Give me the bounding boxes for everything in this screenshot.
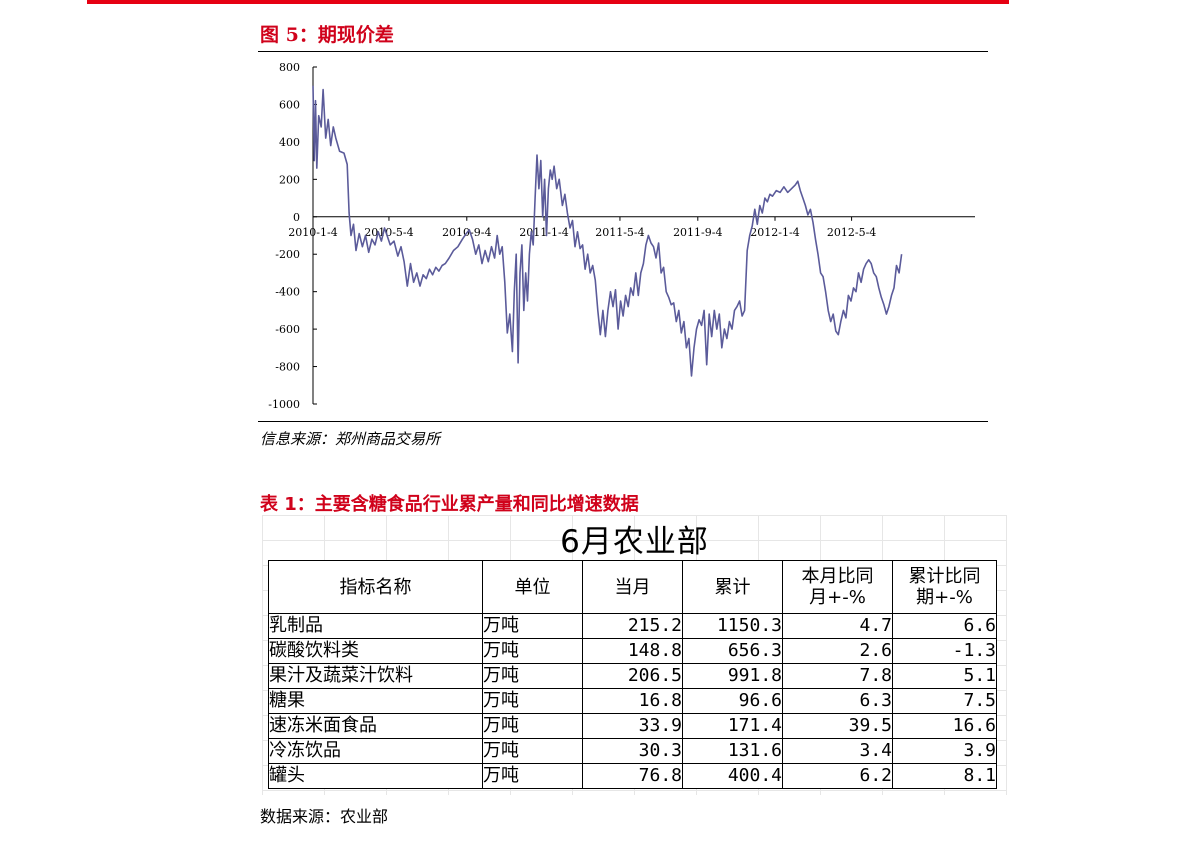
header-month: 当月 — [582, 560, 683, 614]
cell-unit: 万吨 — [482, 738, 583, 764]
cell-name: 冷冻饮品 — [268, 738, 483, 764]
cell-name: 乳制品 — [268, 613, 483, 639]
cell-month-yoy: 6.3 — [782, 688, 893, 714]
figure-bottom-rule — [258, 421, 988, 422]
x-tick-label: 2011-9-4 — [673, 226, 722, 239]
cell-cumulative-yoy: 6.6 — [892, 613, 997, 639]
cell-cumulative: 656.3 — [682, 638, 783, 664]
table-row: 速冻米面食品 万吨 33.9 171.4 39.5 16.6 — [268, 713, 997, 739]
cell-cumulative-yoy: 7.5 — [892, 688, 997, 714]
cell-cumulative: 96.6 — [682, 688, 783, 714]
sheet-title: 6月农业部 — [560, 524, 709, 560]
cell-unit: 万吨 — [482, 763, 583, 789]
cell-month: 30.3 — [582, 738, 683, 764]
cell-unit: 万吨 — [482, 688, 583, 714]
table-row: 罐头 万吨 76.8 400.4 6.2 8.1 — [268, 763, 997, 789]
cell-cumulative: 400.4 — [682, 763, 783, 789]
header-cumulative: 累计 — [682, 560, 783, 614]
table-row: 碳酸饮料类 万吨 148.8 656.3 2.6 -1.3 — [268, 638, 997, 664]
x-tick-label: 2010-1-4 — [288, 226, 337, 239]
header-cumulative-yoy: 累计比同 期+-% — [892, 560, 997, 614]
y-tick-label: -400 — [275, 286, 300, 299]
cell-cumulative-yoy: 8.1 — [892, 763, 997, 789]
cell-name: 速冻米面食品 — [268, 713, 483, 739]
figure-source: 信息来源：郑州商品交易所 — [260, 430, 441, 448]
cell-cumulative: 171.4 — [682, 713, 783, 739]
x-tick-label: 2011-1-4 — [519, 226, 568, 239]
header-name: 指标名称 — [268, 560, 483, 614]
series-line — [312, 85, 903, 377]
cell-month: 148.8 — [582, 638, 683, 664]
cell-month: 16.8 — [582, 688, 683, 714]
cell-cumulative: 991.8 — [682, 663, 783, 689]
cell-cumulative: 1150.3 — [682, 613, 783, 639]
y-tick-label: 0 — [293, 211, 300, 224]
table-row: 冷冻饮品 万吨 30.3 131.6 3.4 3.9 — [268, 738, 997, 764]
cell-month-yoy: 6.2 — [782, 763, 893, 789]
x-tick-label: 2011-5-4 — [595, 226, 644, 239]
figure-top-rule — [258, 51, 988, 52]
table-row: 乳制品 万吨 215.2 1150.3 4.7 6.6 — [268, 613, 997, 639]
header-month-yoy: 本月比同 月+-% — [782, 560, 893, 614]
table-row: 糖果 万吨 16.8 96.6 6.3 7.5 — [268, 688, 997, 714]
y-tick-label: -200 — [275, 248, 300, 261]
y-tick-label: -1000 — [268, 398, 300, 411]
cell-name: 罐头 — [268, 763, 483, 789]
table-title: 表 1：主要含糖食品行业累产量和同比增速数据 — [260, 494, 639, 515]
cell-cumulative-yoy: 5.1 — [892, 663, 997, 689]
cell-name: 糖果 — [268, 688, 483, 714]
y-tick-label: 600 — [279, 98, 300, 111]
spread-line-chart: 800 600 400 200 0 -200 -400 -600 -800 -1000 2010-1… — [268, 61, 975, 411]
cell-month: 76.8 — [582, 763, 683, 789]
production-table: 指标名称 单位 当月 累计 本月比同 月+-% 累计比同 期+-% 乳制品 万吨 2… — [268, 560, 997, 789]
y-tick-label: 400 — [279, 136, 300, 149]
table-source: 数据来源：农业部 — [260, 807, 389, 826]
cell-month-yoy: 7.8 — [782, 663, 893, 689]
cell-unit: 万吨 — [482, 638, 583, 664]
header-unit: 单位 — [482, 560, 583, 614]
cell-month-yoy: 2.6 — [782, 638, 893, 664]
cell-name: 果汁及蔬菜汁饮料 — [268, 663, 483, 689]
cell-month-yoy: 39.5 — [782, 713, 893, 739]
cell-cumulative-yoy: -1.3 — [892, 638, 997, 664]
cell-month: 206.5 — [582, 663, 683, 689]
table-header-row: 指标名称 单位 当月 累计 本月比同 月+-% 累计比同 期+-% — [268, 560, 997, 614]
cell-month-yoy: 3.4 — [782, 738, 893, 764]
cell-month: 215.2 — [582, 613, 683, 639]
y-tick-label: -800 — [275, 361, 300, 374]
table-row: 果汁及蔬菜汁饮料 万吨 206.5 991.8 7.8 5.1 — [268, 663, 997, 689]
y-tick-label: 800 — [279, 61, 300, 74]
x-tick-label: 2010-5-4 — [364, 226, 413, 239]
x-tick-label: 2012-1-4 — [750, 226, 799, 239]
cell-month: 33.9 — [582, 713, 683, 739]
x-tick-label: 2012-5-4 — [827, 226, 876, 239]
cell-unit: 万吨 — [482, 713, 583, 739]
cell-unit: 万吨 — [482, 663, 583, 689]
cell-month-yoy: 4.7 — [782, 613, 893, 639]
top-accent-bar — [87, 0, 1009, 4]
cell-name: 碳酸饮料类 — [268, 638, 483, 664]
cell-cumulative-yoy: 3.9 — [892, 738, 997, 764]
figure-title: 图 5：期现价差 — [260, 24, 394, 46]
cell-cumulative: 131.6 — [682, 738, 783, 764]
y-tick-label: 200 — [279, 173, 300, 186]
cell-cumulative-yoy: 16.6 — [892, 713, 997, 739]
cell-unit: 万吨 — [482, 613, 583, 639]
y-tick-label: -600 — [275, 323, 300, 336]
